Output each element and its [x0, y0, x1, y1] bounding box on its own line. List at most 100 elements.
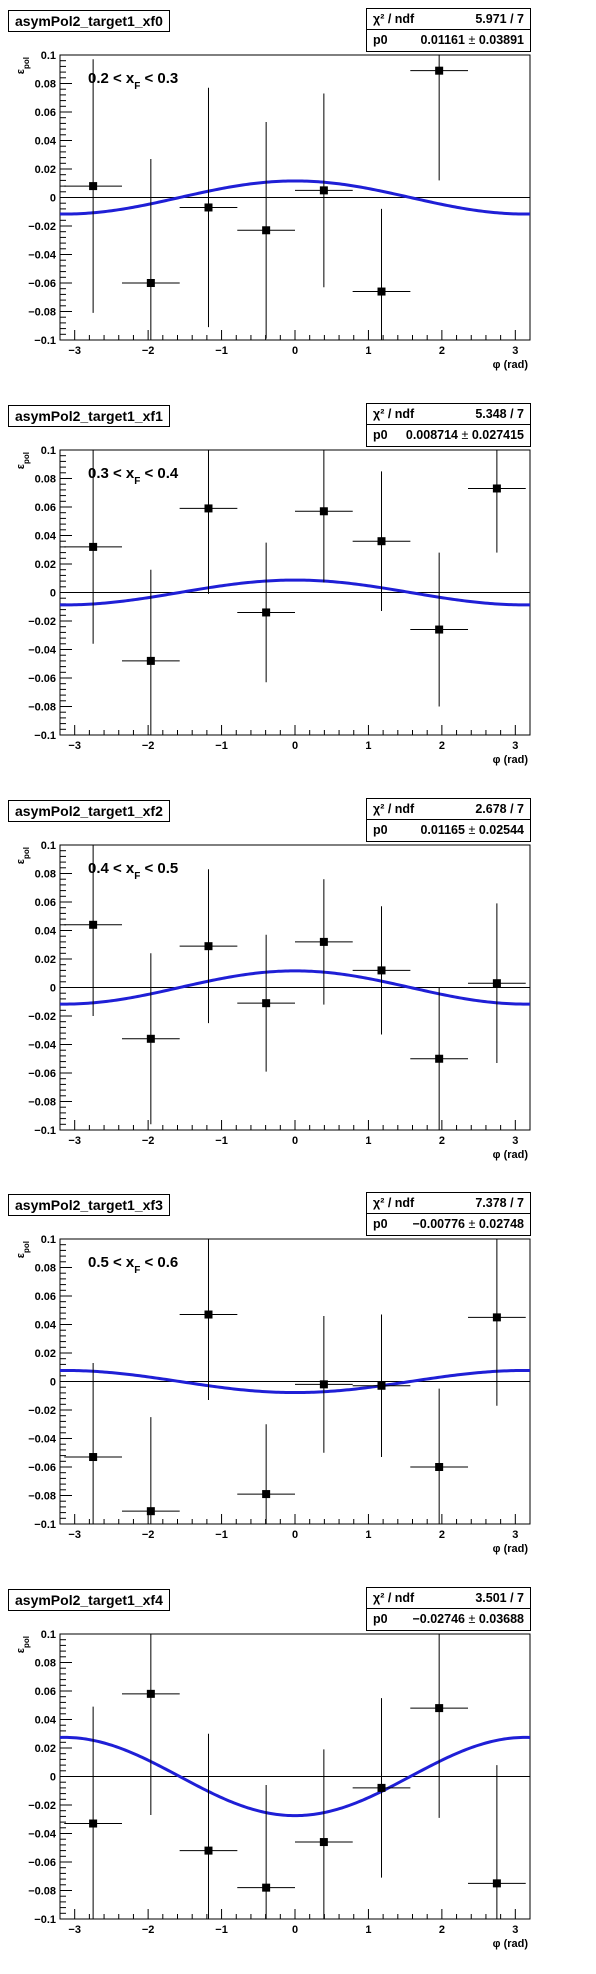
param-row: p0 −0.02746 ± 0.03688 [373, 1609, 524, 1629]
x-tick-label: −2 [142, 1529, 155, 1541]
y-tick-label: 0.02 [35, 954, 56, 966]
chi2-label: χ² / ndf [373, 1196, 415, 1211]
range-annotation: 0.2 < xF < 0.3 [88, 70, 178, 91]
y-tick-label: −0.1 [34, 1519, 56, 1531]
marker [204, 504, 213, 513]
marker [319, 186, 328, 195]
data-point [352, 1698, 411, 1878]
data-point [237, 1785, 296, 1920]
x-tick-label: −1 [215, 345, 228, 357]
chart-svg: −0.1 −0.08 −0.06 −0.04 −0.02 0 0.02 0.04 0.06 0.0… [15, 1234, 531, 1555]
x-tick-label: −1 [215, 1924, 228, 1936]
param-row: p0 0.01165 ± 0.02544 [373, 820, 524, 840]
y-axis-label: εpol [15, 1636, 31, 1653]
marker [89, 182, 98, 191]
chi2-label: χ² / ndf [373, 12, 415, 26]
y-tick-label: 0.08 [35, 1263, 56, 1275]
marker [319, 1838, 328, 1847]
marker [89, 1819, 98, 1828]
y-tick-label: −0.08 [28, 306, 56, 318]
param-value: 0.01161 ± 0.03891 [420, 33, 524, 47]
x-tick-label: −2 [142, 1135, 155, 1147]
x-tick-label: −3 [68, 1924, 81, 1936]
data-point [410, 552, 469, 707]
marker [262, 608, 271, 617]
chi2-row: χ² / ndf 5.348 / 7 [367, 404, 530, 425]
data-point [352, 1314, 411, 1458]
data-point [410, 1634, 469, 1819]
chart-svg: −0.1 −0.08 −0.06 −0.04 −0.02 0 0.02 0.04 0.06 0.0… [15, 1629, 531, 1950]
marker [146, 656, 155, 665]
y-tick-label: 0.1 [41, 50, 56, 62]
marker [377, 1784, 386, 1793]
marker [204, 1846, 213, 1855]
y-tick-label: 0.1 [41, 1629, 56, 1641]
marker [89, 542, 98, 551]
data-point [121, 569, 180, 735]
range-annotation: 0.3 < xF < 0.4 [88, 465, 179, 487]
y-tick-label: −0.04 [28, 644, 57, 656]
marker [377, 1382, 386, 1391]
y-tick-label: −0.06 [28, 673, 56, 685]
y-tick-label: −0.02 [28, 1011, 56, 1023]
x-tick-label: −3 [68, 345, 81, 357]
marker [377, 965, 386, 974]
x-tick-label: 1 [365, 1529, 371, 1541]
y-tick-label: −0.1 [34, 1125, 56, 1137]
chi2-value: 5.348 / 7 [475, 406, 524, 421]
y-tick-label: −0.04 [28, 1829, 57, 1841]
y-tick-label: 0.08 [35, 1658, 56, 1670]
y-tick-label: 0.06 [35, 107, 56, 119]
data-point [468, 1765, 526, 1920]
x-tick-label: 0 [292, 1135, 298, 1147]
marker [435, 1704, 444, 1713]
data-point [179, 87, 238, 328]
data-point [179, 868, 238, 1023]
marker [262, 998, 271, 1007]
data-point [352, 905, 411, 1035]
y-tick-label: 0.02 [35, 1348, 56, 1360]
param-label: p0 [373, 427, 388, 442]
y-tick-label: −0.06 [28, 1068, 56, 1080]
x-tick-label: 2 [439, 345, 445, 357]
y-tick-label: 0.1 [41, 445, 56, 457]
chart-panel-0: −0.1 −0.08 −0.06 −0.04 −0.02 0 0.02 0.04 0.06 0.0… [0, 0, 596, 395]
x-tick-label: 3 [512, 345, 518, 357]
data-point [410, 1389, 469, 1525]
marker [492, 1879, 501, 1888]
fit-curve [59, 578, 531, 607]
x-tick-label: −2 [142, 345, 155, 357]
x-tick-label: −3 [68, 1529, 81, 1541]
x-tick-label: 1 [365, 1924, 371, 1936]
data-point [468, 903, 526, 1063]
data-point [352, 208, 411, 340]
chart-title: asymPol2_target1_xf1 [8, 404, 170, 427]
marker [319, 507, 328, 516]
x-tick-label: −3 [68, 1135, 81, 1147]
marker [377, 536, 386, 545]
chi2-row: χ² / ndf 2.678 / 7 [367, 799, 530, 820]
data-point [179, 1733, 238, 1920]
y-tick-label: 0.02 [35, 164, 56, 176]
marker [435, 1463, 444, 1472]
marker [146, 278, 155, 287]
param-value: −0.00776 ± 0.02748 [412, 1217, 524, 1232]
y-tick-label: −0.04 [28, 249, 57, 261]
data-point [295, 1749, 353, 1920]
x-tick-label: −2 [142, 1924, 155, 1936]
chi2-row: χ² / ndf 3.501 / 7 [367, 1588, 530, 1610]
y-tick-label: −0.06 [28, 1857, 56, 1869]
chart-title: asymPol2_target1_xf3 [8, 1194, 170, 1217]
x-axis-label: φ (rad) [493, 1543, 529, 1555]
y-tick-label: −0.08 [28, 1491, 56, 1503]
y-tick-label: −0.08 [28, 701, 56, 713]
y-tick-label: 0.06 [35, 897, 56, 909]
x-tick-label: −1 [215, 1135, 228, 1147]
y-tick-label: 0.08 [35, 868, 56, 880]
y-tick-label: 0.08 [35, 78, 56, 90]
x-tick-label: 3 [512, 1529, 518, 1541]
chi2-value: 2.678 / 7 [475, 801, 524, 816]
marker [262, 1883, 271, 1892]
chart-title: asymPol2_target1_xf4 [8, 1589, 170, 1612]
x-tick-label: 2 [439, 1924, 445, 1936]
